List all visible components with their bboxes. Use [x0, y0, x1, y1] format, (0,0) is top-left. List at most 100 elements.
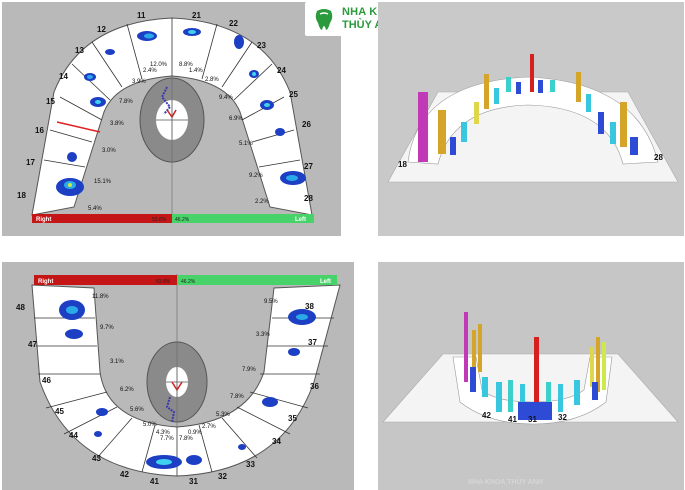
tooth-25: 25 — [289, 90, 298, 99]
lower-3d-label-31: 31 — [528, 415, 537, 424]
tooth-38: 38 — [305, 302, 314, 311]
lower-trajectory — [165, 396, 176, 423]
pct-18: 5.4% — [88, 206, 102, 212]
tooth-35: 35 — [288, 414, 297, 423]
upper-left-balance-bar — [172, 214, 314, 223]
pct-33: 2.7% — [202, 424, 216, 430]
pct-28: 2.2% — [255, 199, 269, 205]
lower-3d-label-41: 41 — [508, 415, 517, 424]
tooth-32: 32 — [218, 472, 227, 481]
upper-red-marker — [56, 121, 101, 133]
pct-11: 12.0% — [150, 62, 168, 68]
pct-46: 3.1% — [110, 359, 124, 365]
pct-17: 15.1% — [94, 179, 112, 185]
tooth-13: 13 — [75, 46, 84, 55]
pct-15: 3.8% — [110, 121, 124, 127]
lower-3d-svg: 42 41 31 32 NHA KHOA THÙY ANH — [382, 312, 679, 486]
upper-arch-3d-panel: 18 28 — [378, 2, 684, 236]
pct-36: 7.9% — [242, 367, 256, 373]
lower-left-value: 46.2% — [181, 279, 196, 285]
lower-contact-blobs — [59, 300, 316, 469]
pct-23: 2.8% — [205, 77, 219, 83]
pct-37: 3.3% — [256, 332, 270, 338]
upper-3d-label-28: 28 — [654, 153, 663, 162]
pct-14: 7.8% — [119, 99, 133, 105]
tooth-45: 45 — [55, 407, 64, 416]
upper-right-balance-bar — [32, 214, 172, 223]
lower-3d-bars — [464, 312, 606, 420]
upper-3d-label-18: 18 — [398, 160, 407, 169]
upper-left-label: Left — [295, 217, 306, 223]
pct-27: 9.2% — [249, 173, 263, 179]
pct-25: 6.9% — [229, 116, 243, 122]
tooth-18: 18 — [17, 191, 26, 200]
lower-left-balance-bar — [177, 275, 337, 285]
tooth-22: 22 — [229, 19, 238, 28]
tooth-47: 47 — [28, 340, 37, 349]
upper-left-value: 46.2% — [175, 217, 190, 223]
upper-arch-svg: 11 12 13 14 15 16 17 18 21 22 23 24 25 2… — [17, 11, 314, 223]
pct-45: 6.2% — [120, 387, 134, 393]
pct-34: 5.3% — [216, 412, 230, 418]
pct-24: 9.4% — [219, 95, 233, 101]
lower-arch-3d-panel: 42 41 31 32 NHA KHOA THÙY ANH — [378, 262, 684, 490]
lower-tooth-dividers — [34, 317, 334, 476]
pct-13: 3.9% — [132, 79, 146, 85]
upper-arch-shape — [31, 17, 313, 216]
tooth-36: 36 — [310, 382, 319, 391]
upper-contact-blobs — [56, 28, 306, 196]
tooth-41: 41 — [150, 477, 159, 486]
tooth-17: 17 — [26, 158, 35, 167]
tooth-11: 11 — [137, 11, 146, 20]
tooth-46: 46 — [42, 376, 51, 385]
upper-right-label: Right — [36, 217, 51, 223]
upper-3d-bars — [418, 54, 638, 162]
lower-right-label: Right — [38, 279, 53, 285]
tooth-27: 27 — [304, 162, 313, 171]
lower-3d-label-42: 42 — [482, 411, 491, 420]
tooth-33: 33 — [246, 460, 255, 469]
pct-35: 7.8% — [230, 394, 244, 400]
lower-arch-svg: Right 53.8% 46.2% Left 48 47 46 45 44 43… — [16, 274, 341, 486]
tooth-21: 21 — [192, 11, 201, 20]
pct-43: 5.0% — [143, 422, 157, 428]
upper-tooth-dividers — [43, 18, 301, 168]
tooth-44: 44 — [69, 431, 78, 440]
tooth-37: 37 — [308, 338, 317, 347]
tooth-43: 43 — [92, 454, 101, 463]
pct-42: 4.3% — [156, 430, 170, 436]
pct-48: 11.8% — [92, 294, 109, 300]
pct-38: 9.5% — [264, 299, 278, 305]
lower-right-balance-bar — [34, 275, 177, 285]
tooth-28: 28 — [304, 194, 313, 203]
tooth-31: 31 — [189, 477, 198, 486]
lower-3d-label-32: 32 — [558, 413, 567, 422]
pct-41: 7.7% — [160, 436, 174, 442]
pct-31: 7.8% — [179, 436, 193, 442]
tooth-12: 12 — [97, 25, 106, 34]
tooth-48: 48 — [16, 303, 25, 312]
upper-right-value: 53.8% — [152, 217, 167, 223]
lower-arch-map-panel: Right 53.8% 46.2% Left 48 47 46 45 44 43… — [2, 262, 354, 490]
upper-3d-svg: 18 28 — [387, 54, 679, 183]
lower-arch-shape — [31, 284, 341, 477]
pct-16: 3.0% — [102, 148, 116, 154]
tooth-logo-icon — [315, 9, 333, 30]
tooth-14: 14 — [59, 72, 68, 81]
pct-32: 0.9% — [188, 430, 202, 436]
lower-right-value: 53.8% — [156, 279, 171, 285]
upper-3d-arch — [407, 76, 659, 165]
tooth-24: 24 — [277, 66, 286, 75]
tooth-15: 15 — [46, 97, 55, 106]
pct-47: 9.7% — [100, 325, 114, 331]
tooth-26: 26 — [302, 120, 311, 129]
tooth-16: 16 — [35, 126, 44, 135]
tooth-23: 23 — [257, 41, 266, 50]
pct-21: 8.8% — [179, 62, 193, 68]
pct-26: 5.1% — [239, 141, 253, 147]
pct-12: 2.4% — [143, 68, 157, 74]
tooth-42: 42 — [120, 470, 129, 479]
tooth-34: 34 — [272, 437, 281, 446]
pct-44: 5.6% — [130, 407, 144, 413]
pct-22: 1.4% — [189, 68, 203, 74]
